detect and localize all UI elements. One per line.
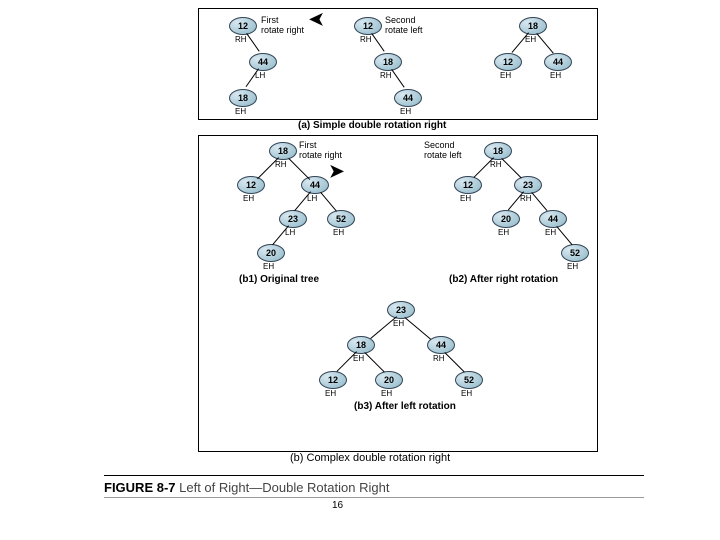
- node-b3-52: 52: [455, 371, 483, 389]
- node-a2-12: 12: [354, 17, 382, 35]
- node-b2-44: 44: [539, 210, 567, 228]
- bf-b1-44: LH: [307, 194, 317, 203]
- edge: [404, 317, 431, 340]
- node-a2-44: 44: [394, 89, 422, 107]
- bf-b1-18: RH: [275, 160, 287, 169]
- arrow-a1: ➤: [309, 9, 324, 30]
- bf-b2-44: EH: [545, 228, 556, 237]
- edge: [501, 158, 522, 179]
- bf-a2-12: RH: [360, 35, 372, 44]
- bf-a3-44: EH: [550, 71, 561, 80]
- bf-b2-18: RH: [490, 160, 502, 169]
- bf-b3-44: RH: [433, 354, 445, 363]
- node-b3-23: 23: [387, 301, 415, 319]
- edge: [371, 33, 384, 52]
- bf-b1-52: EH: [333, 228, 344, 237]
- bf-a3-12: EH: [500, 71, 511, 80]
- edge: [288, 158, 310, 180]
- edge: [364, 352, 385, 373]
- node-a3-44: 44: [544, 53, 572, 71]
- bf-b1-12: EH: [243, 194, 254, 203]
- bf-b3-12: EH: [325, 389, 336, 398]
- edge: [246, 33, 259, 52]
- bf-a1-12: RH: [235, 35, 247, 44]
- caption-b: (b) Complex double rotation right: [290, 452, 450, 464]
- bf-b3-18: EH: [353, 354, 364, 363]
- node-b3-44: 44: [427, 336, 455, 354]
- node-b2-18: 18: [484, 142, 512, 160]
- bf-a2-18: RH: [380, 71, 392, 80]
- bf-a2-44: EH: [400, 107, 411, 116]
- bf-b2-52: EH: [567, 262, 578, 271]
- edge: [556, 226, 572, 245]
- panel-b: 18 RH 12 EH 44 LH 23 LH 52 EH 20 EH Firs…: [198, 135, 598, 452]
- arrow-b1: ➤: [329, 161, 344, 182]
- node-b3-12: 12: [319, 371, 347, 389]
- node-b3-20: 20: [375, 371, 403, 389]
- figure-number: FIGURE 8-7: [104, 480, 176, 495]
- panel-a: 12 RH 44 LH 18 EH First rotate right ➤ 1…: [198, 8, 598, 120]
- bf-b2-12: EH: [460, 194, 471, 203]
- bf-b2-23: RH: [520, 194, 532, 203]
- node-b2-52: 52: [561, 244, 589, 262]
- node-b2-12: 12: [454, 176, 482, 194]
- node-a1-44: 44: [249, 53, 277, 71]
- caption-a: (a) Simple double rotation right: [298, 120, 446, 131]
- edge: [531, 192, 547, 211]
- figure-caption: FIGURE 8-7 Left of Right—Double Rotation…: [104, 480, 389, 495]
- node-a1-18: 18: [229, 89, 257, 107]
- page-number: 16: [332, 500, 343, 511]
- caption-b3: (b3) After left rotation: [354, 401, 456, 412]
- edge: [536, 33, 553, 54]
- bf-b1-23: LH: [285, 228, 295, 237]
- caption-b2: (b2) After right rotation: [449, 274, 558, 285]
- annot-b1: First rotate right: [299, 140, 342, 160]
- node-b1-20: 20: [257, 244, 285, 262]
- bf-b3-52: EH: [461, 389, 472, 398]
- annot-a2: Second rotate left: [385, 15, 423, 35]
- hr-bottom: [104, 497, 644, 498]
- node-b1-52: 52: [327, 210, 355, 228]
- bf-a1-18: EH: [235, 107, 246, 116]
- bf-a3-18: EH: [525, 35, 536, 44]
- node-b1-23: 23: [279, 210, 307, 228]
- bf-b3-20: EH: [381, 389, 392, 398]
- annot-a1: First rotate right: [261, 15, 304, 35]
- annot-b2: Second rotate left: [424, 140, 462, 160]
- bf-b2-20: EH: [498, 228, 509, 237]
- edge: [391, 69, 404, 88]
- node-a1-12: 12: [229, 17, 257, 35]
- figure-title: Left of Right—Double Rotation Right: [179, 480, 389, 495]
- node-b1-18: 18: [269, 142, 297, 160]
- bf-b3-23: EH: [393, 319, 404, 328]
- node-b2-23: 23: [514, 176, 542, 194]
- node-b2-20: 20: [492, 210, 520, 228]
- node-a3-12: 12: [494, 53, 522, 71]
- caption-b1: (b1) Original tree: [239, 274, 319, 285]
- node-b1-44: 44: [301, 176, 329, 194]
- bf-b1-20: EH: [263, 262, 274, 271]
- node-b1-12: 12: [237, 176, 265, 194]
- node-a3-18: 18: [519, 17, 547, 35]
- edge: [320, 192, 337, 212]
- node-a2-18: 18: [374, 53, 402, 71]
- edge: [444, 352, 465, 373]
- hr-top: [104, 475, 644, 476]
